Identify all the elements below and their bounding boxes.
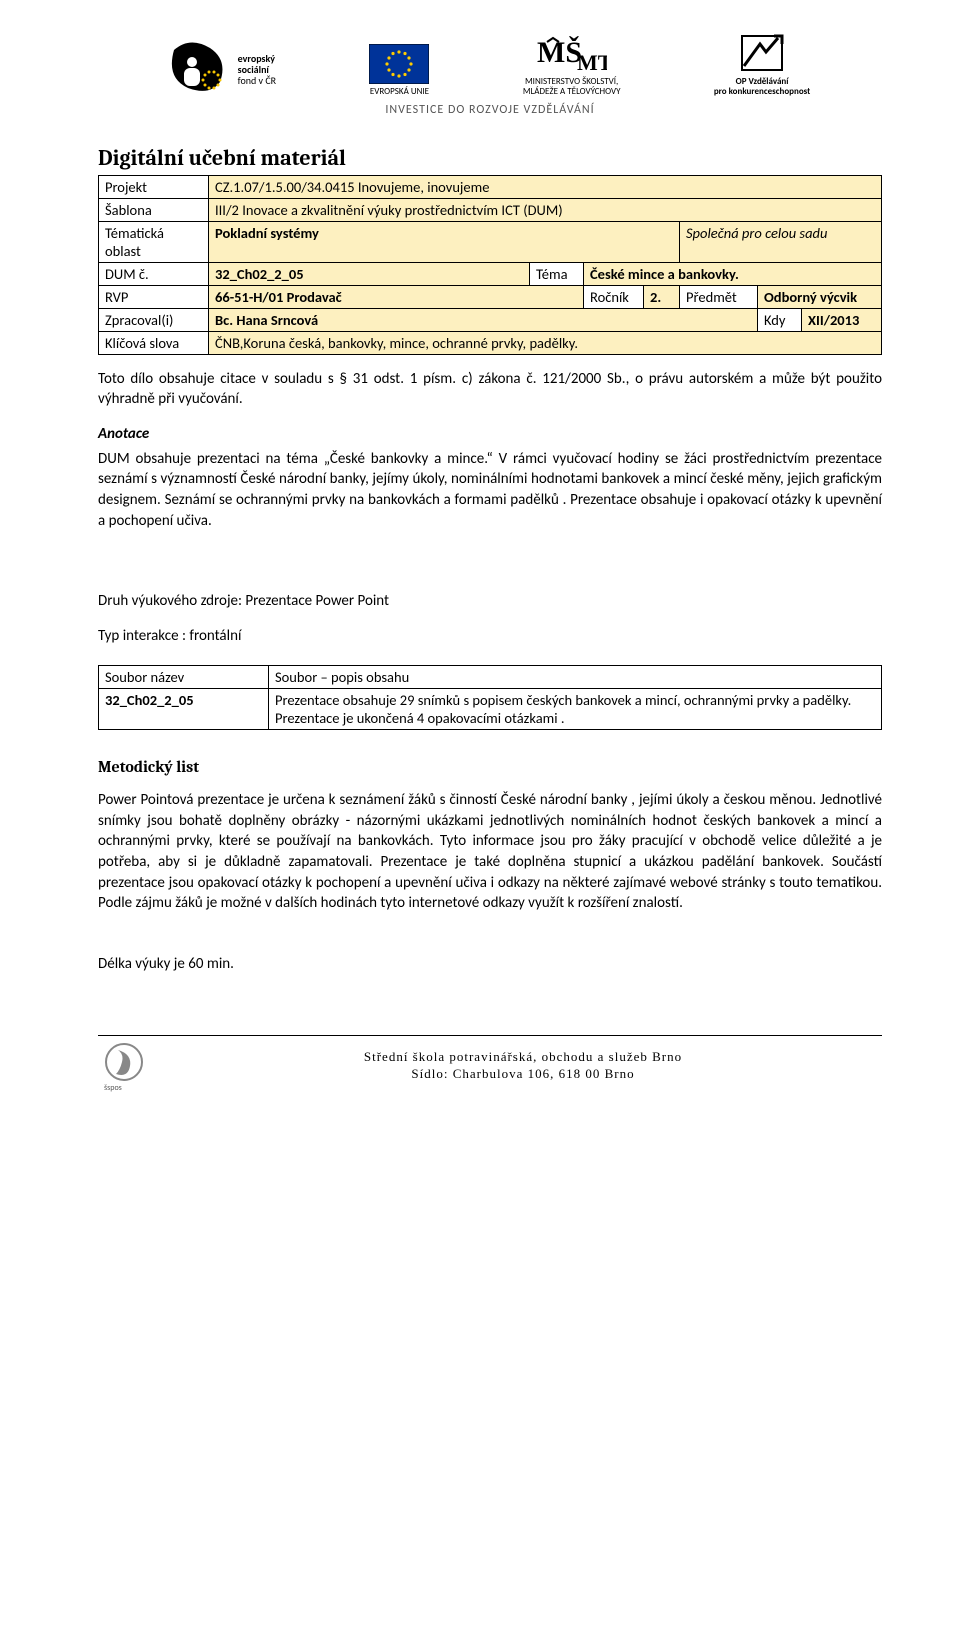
files-row-desc: Prezentace obsahuje 29 snímků s popisem … xyxy=(269,688,882,729)
citation-paragraph: Toto dílo obsahuje citace v souladu s § … xyxy=(98,369,882,410)
files-header-name: Soubor název xyxy=(99,665,269,688)
typ-paragraph: Typ interakce : frontální xyxy=(98,626,882,647)
value-kdy: XII/2013 xyxy=(802,308,882,331)
label-rocnik: Ročník xyxy=(584,285,644,308)
label-dum-c: DUM č. xyxy=(99,262,209,285)
esf-icon xyxy=(170,42,232,97)
logo-opvk: OP Vzdělávání pro konkurenceschopnost xyxy=(714,30,810,97)
svg-text:MŠ: MŠ xyxy=(537,36,582,69)
files-header-desc: Soubor – popis obsahu xyxy=(269,665,882,688)
metodicky-heading: Metodický list xyxy=(98,758,882,776)
opvk-line2: pro konkurenceschopnost xyxy=(714,87,810,97)
label-zpracoval: Zpracoval(i) xyxy=(99,308,209,331)
esf-line3: fond v ČR xyxy=(238,74,276,87)
value-predmet: Odborný výcvik xyxy=(758,285,882,308)
msmt-icon: MŠ MT xyxy=(537,34,607,77)
value-sablona: III/2 Inovace a zkvalitnění výuky prostř… xyxy=(209,198,882,221)
eu-flag-icon xyxy=(369,44,429,87)
value-tematicka-oblast: Pokladní systémy xyxy=(209,221,680,262)
page-title: Digitální učební materiál xyxy=(98,145,882,171)
logo-band: evropský sociální fond v ČR EVROPSKÁ UNI… xyxy=(98,30,882,127)
footer-logo: šspos xyxy=(98,1040,150,1092)
value-rvp: 66-51-H/01 Prodavač xyxy=(209,285,584,308)
label-tema: Téma xyxy=(530,262,584,285)
msmt-line2: MLÁDEŽE A TĚLOVÝCHOVY xyxy=(523,87,621,97)
value-klicova-slova: ČNB,Koruna česká, bankovky, mince, ochra… xyxy=(209,331,882,354)
meta-table: Projekt CZ.1.07/1.5.00/34.0415 Inovujeme… xyxy=(98,175,882,355)
label-projekt: Projekt xyxy=(99,175,209,198)
label-tematicka-oblast: Tématická oblast xyxy=(99,221,209,262)
footer-logo-label: šspos xyxy=(104,1083,122,1092)
value-zpracoval: Bc. Hana Srncová xyxy=(209,308,758,331)
value-spolecna: Společná pro celou sadu xyxy=(680,221,882,262)
logo-msmt: MŠ MT MINISTERSTVO ŠKOLSTVÍ, MLÁDEŽE A T… xyxy=(523,34,621,97)
metodicky-paragraph: Power Pointová prezentace je určena k se… xyxy=(98,790,882,914)
logo-eu: EVROPSKÁ UNIE xyxy=(369,44,429,97)
anotace-heading: Anotace xyxy=(98,424,882,445)
logo-caption: INVESTICE DO ROZVOJE VZDĚLÁVÁNÍ xyxy=(98,103,882,117)
footer-text: Střední škola potravinářská, obchodu a s… xyxy=(164,1049,882,1083)
label-rvp: RVP xyxy=(99,285,209,308)
opvk-icon xyxy=(736,30,788,77)
label-predmet: Předmět xyxy=(680,285,758,308)
value-dum-c: 32_Ch02_2_05 xyxy=(209,262,530,285)
eu-label: EVROPSKÁ UNIE xyxy=(370,87,429,97)
files-table: Soubor název Soubor – popis obsahu 32_Ch… xyxy=(98,665,882,730)
logo-esf: evropský sociální fond v ČR xyxy=(170,42,276,97)
footer-line2: Sídlo: Charbulova 106, 618 00 Brno xyxy=(411,1066,634,1081)
page: evropský sociální fond v ČR EVROPSKÁ UNI… xyxy=(0,0,960,1132)
value-rocnik: 2. xyxy=(644,285,680,308)
druh-paragraph: Druh výukového zdroje: Prezentace Power … xyxy=(98,591,882,612)
anotace-paragraph: DUM obsahuje prezentaci na téma „České b… xyxy=(98,449,882,532)
footer-line1: Střední škola potravinářská, obchodu a s… xyxy=(364,1049,682,1064)
value-projekt: CZ.1.07/1.5.00/34.0415 Inovujeme, inovuj… xyxy=(209,175,882,198)
page-footer: šspos Střední škola potravinářská, obcho… xyxy=(98,1035,882,1092)
delka-paragraph: Délka výuky je 60 min. xyxy=(98,954,882,975)
files-row-name: 32_Ch02_2_05 xyxy=(99,688,269,729)
label-sablona: Šablona xyxy=(99,198,209,221)
label-kdy: Kdy xyxy=(758,308,802,331)
svg-text:MT: MT xyxy=(577,50,607,74)
label-klicova-slova: Klíčová slova xyxy=(99,331,209,354)
value-tema: České mince a bankovky. xyxy=(584,262,882,285)
esf-text: evropský sociální fond v ČR xyxy=(238,53,276,86)
logo-row: evropský sociální fond v ČR EVROPSKÁ UNI… xyxy=(98,30,882,97)
